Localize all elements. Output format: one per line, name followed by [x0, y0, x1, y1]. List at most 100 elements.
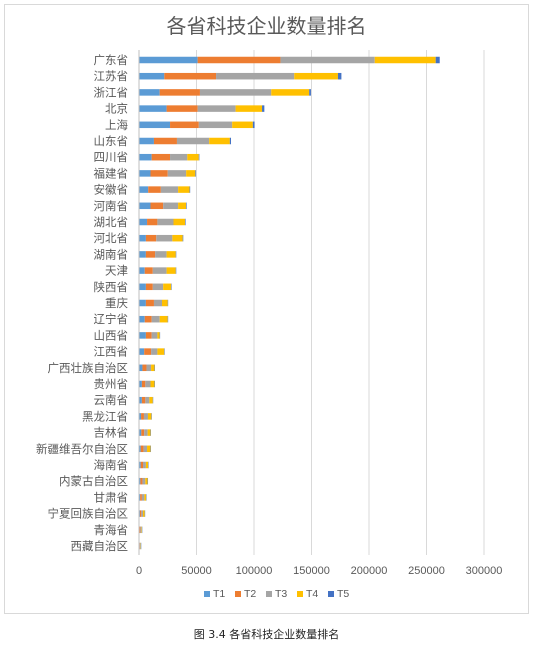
bar-segment-t4 [232, 121, 253, 129]
x-tick-label: 250000 [408, 565, 445, 577]
legend-label: T2 [244, 588, 256, 600]
bar-segment-t3 [151, 315, 160, 323]
category-label: 西藏自治区 [71, 539, 129, 553]
bar-segment-t4 [157, 332, 160, 339]
bar-segment-t1 [139, 267, 145, 274]
x-tick-label: 100000 [236, 565, 273, 577]
category-label: 甘肃省 [94, 490, 129, 504]
bar-segment-t4 [178, 202, 187, 210]
bar-segment-t2 [145, 283, 153, 291]
legend-label: T5 [337, 588, 349, 600]
bar-segment-t2 [140, 445, 144, 453]
bar-segment-t4 [162, 299, 168, 307]
bar-segment-t5 [189, 186, 191, 193]
bar-segment-t3 [156, 234, 173, 242]
bar-segment-t4 [173, 218, 185, 226]
bar-segment-t4 [187, 153, 199, 161]
category-label: 上海 [105, 118, 128, 132]
bar-segment-t4 [159, 315, 168, 323]
bar-segment-t2 [151, 153, 171, 161]
bar-segment-t4 [141, 526, 142, 534]
category-label: 安徽省 [94, 183, 129, 197]
bar-segment-t2 [150, 170, 168, 177]
bar-segment-t2 [141, 380, 146, 388]
bar-segment-t3 [151, 348, 158, 355]
bar-segment-t4 [294, 72, 338, 80]
category-label: 山东省 [94, 134, 129, 148]
bar-segment-t1 [139, 218, 148, 226]
bar-segment-t2 [142, 364, 147, 372]
legend-label: T3 [275, 588, 287, 600]
category-label: 广东省 [94, 53, 129, 67]
category-label: 河南省 [94, 199, 129, 213]
legend-swatch-t3 [266, 591, 272, 597]
bar-segment-t2 [141, 429, 145, 436]
bar-segment-t3 [142, 477, 146, 485]
bar-segment-t3 [145, 380, 151, 388]
category-label: 辽宁省 [94, 312, 129, 326]
category-label: 湖北省 [94, 215, 129, 229]
category-label: 北京 [105, 102, 128, 116]
bar-segment-t3 [152, 267, 167, 274]
bar-segment-t4 [147, 429, 151, 436]
bar-segment-t1 [139, 170, 151, 177]
bar-segment-t5 [337, 72, 342, 80]
bar-segment-t3 [152, 283, 164, 291]
bar-segment-t3 [199, 89, 272, 96]
bar-segment-t1 [139, 89, 160, 96]
bar-segment-t5 [198, 153, 200, 161]
bar-segment-t4 [209, 137, 230, 145]
bar-segment-t4 [147, 413, 152, 420]
bar-segment-t2 [141, 396, 146, 404]
category-label: 广西壮族自治区 [48, 361, 129, 375]
bar-segment-t3 [155, 251, 167, 258]
bar-segment-t4 [145, 461, 149, 469]
category-label: 宁夏回族自治区 [48, 507, 129, 521]
bar-segment-t2 [144, 315, 152, 323]
category-label: 新疆维吾尔自治区 [36, 442, 128, 456]
bar-segment-t1 [139, 332, 146, 339]
bar-segment-t5 [262, 105, 265, 112]
bar-segment-t1 [139, 413, 142, 420]
bar-segment-t1 [139, 299, 146, 307]
bar-segment-t2 [145, 299, 154, 307]
bar-segment-t3 [139, 542, 141, 550]
bar-segment-t2 [150, 202, 164, 210]
category-label: 陕西省 [94, 280, 129, 294]
bar-segment-t1 [139, 202, 151, 210]
bar-segment-t1 [139, 234, 146, 242]
bar-segment-t1 [139, 251, 146, 258]
bar-segment-t4 [150, 380, 155, 388]
bar-segment-t4 [149, 396, 153, 404]
bar-segment-t2 [197, 56, 281, 64]
legend-label: T1 [213, 588, 225, 600]
x-tick-label: 150000 [293, 565, 330, 577]
bar-segment-t4 [186, 170, 196, 177]
bar-segment-t3 [280, 56, 375, 64]
bar-segment-t2 [140, 494, 142, 501]
bar-segment-t1 [139, 380, 142, 388]
bar-segment-t4 [172, 234, 183, 242]
bar-segment-t4 [374, 56, 436, 64]
bar-segment-t3 [146, 364, 152, 372]
bar-segment-t3 [141, 494, 145, 501]
category-label: 内蒙古自治区 [59, 474, 128, 488]
bar-segment-t4 [143, 510, 145, 517]
category-label: 河北省 [94, 231, 129, 245]
chart-title: 各省科技企业数量排名 [166, 14, 367, 38]
category-label: 江苏省 [94, 69, 129, 83]
category-label: 云南省 [94, 393, 129, 407]
bar-segment-t2 [170, 121, 199, 129]
bar-segment-t1 [139, 153, 152, 161]
bar-segment-t2 [144, 348, 152, 355]
bar-segment-t2 [166, 105, 198, 112]
bar-segment-t2 [153, 137, 177, 145]
category-label: 青海省 [94, 523, 129, 537]
bar-segment-t4 [166, 251, 176, 258]
bar-segment-t3 [153, 299, 162, 307]
bar-segment-t2 [140, 477, 143, 485]
bar-segment-t4 [271, 89, 310, 96]
bar-segment-t1 [139, 121, 171, 129]
bar-segment-t1 [139, 315, 145, 323]
category-label: 江西省 [94, 345, 129, 359]
